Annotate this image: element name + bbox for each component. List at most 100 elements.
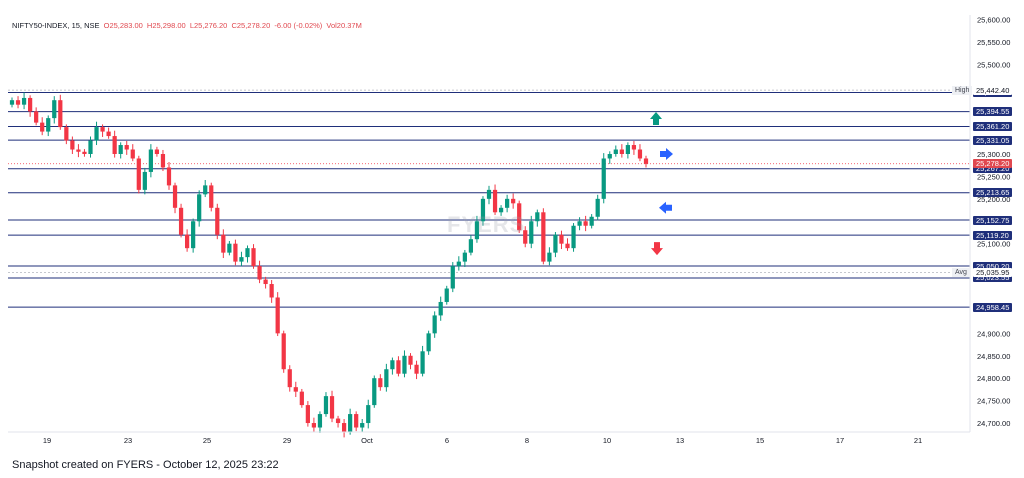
candle[interactable] (305, 401, 310, 427)
candle[interactable] (34, 107, 39, 126)
candle[interactable] (559, 230, 564, 250)
candle[interactable] (166, 162, 172, 190)
candle[interactable] (197, 190, 202, 227)
candle[interactable] (100, 124, 105, 137)
candle[interactable] (281, 330, 286, 373)
candle[interactable] (112, 130, 117, 158)
candle[interactable] (209, 182, 214, 212)
arrow-up-icon[interactable] (650, 112, 662, 126)
candle[interactable] (178, 203, 184, 238)
candle[interactable] (438, 296, 443, 321)
candle[interactable] (553, 232, 558, 258)
arrow-right-icon[interactable] (660, 148, 673, 160)
candle[interactable] (94, 121, 99, 146)
candle[interactable] (360, 418, 365, 432)
candle[interactable] (372, 375, 377, 408)
candle[interactable] (631, 140, 637, 155)
candle[interactable] (70, 136, 75, 154)
candle[interactable] (348, 408, 353, 435)
candle[interactable] (529, 215, 534, 249)
symbol-label[interactable]: NIFTY50-INDEX, 15, NSE (12, 21, 100, 30)
candle[interactable] (221, 229, 226, 259)
candle[interactable] (408, 353, 413, 370)
candle[interactable] (492, 184, 498, 215)
candle[interactable] (293, 381, 298, 398)
candle[interactable] (571, 223, 576, 252)
candle[interactable] (396, 356, 401, 377)
candle[interactable] (613, 145, 618, 157)
candle[interactable] (637, 144, 643, 162)
candle[interactable] (486, 185, 492, 205)
candle[interactable] (474, 215, 480, 243)
candle[interactable] (148, 144, 153, 178)
candle[interactable] (390, 357, 395, 375)
candle[interactable] (317, 411, 323, 433)
candle[interactable] (142, 167, 147, 195)
candle[interactable] (76, 144, 81, 158)
candle[interactable] (58, 94, 63, 130)
candle[interactable] (21, 92, 27, 110)
arrow-down-icon[interactable] (651, 242, 663, 256)
candle[interactable] (124, 140, 129, 155)
candle[interactable] (523, 226, 528, 248)
candle[interactable] (595, 194, 600, 221)
candle[interactable] (354, 411, 359, 432)
candle[interactable] (311, 417, 317, 432)
candle[interactable] (275, 292, 280, 337)
candle[interactable] (251, 244, 256, 269)
candle[interactable] (28, 95, 33, 117)
candle[interactable] (366, 399, 371, 429)
candle[interactable] (468, 235, 474, 256)
candle[interactable] (215, 203, 220, 240)
candle[interactable] (444, 285, 449, 305)
candle[interactable] (535, 209, 540, 227)
candle[interactable] (619, 144, 624, 158)
candle[interactable] (263, 276, 268, 289)
candle[interactable] (227, 240, 232, 256)
candle[interactable] (9, 97, 15, 108)
candle[interactable] (245, 245, 250, 263)
candle[interactable] (505, 194, 510, 213)
candle[interactable] (64, 124, 69, 145)
candle[interactable] (378, 374, 383, 391)
candle[interactable] (329, 390, 335, 423)
candle[interactable] (287, 365, 292, 392)
candle[interactable] (269, 279, 274, 303)
candle[interactable] (456, 256, 461, 271)
candle[interactable] (88, 136, 93, 158)
candle[interactable] (607, 151, 612, 164)
candle[interactable] (420, 345, 425, 377)
candle[interactable] (172, 182, 178, 214)
candle[interactable] (136, 155, 141, 194)
candle[interactable] (462, 249, 467, 267)
candle[interactable] (191, 218, 196, 253)
candle[interactable] (601, 153, 606, 204)
candle[interactable] (625, 142, 630, 159)
candle[interactable] (106, 127, 111, 139)
candle[interactable] (498, 205, 504, 216)
candle[interactable] (184, 229, 190, 252)
candle[interactable] (130, 144, 135, 162)
candle[interactable] (565, 238, 570, 251)
candle[interactable] (257, 260, 262, 284)
candle[interactable] (118, 142, 123, 159)
candle[interactable] (450, 262, 455, 293)
arrow-left-icon[interactable] (659, 201, 672, 214)
candle[interactable] (426, 330, 431, 355)
candle[interactable] (384, 363, 389, 392)
candle[interactable] (82, 149, 87, 157)
candle[interactable] (52, 96, 57, 124)
candle[interactable] (40, 117, 45, 136)
candle[interactable] (46, 115, 51, 137)
candle[interactable] (583, 215, 588, 232)
candle[interactable] (547, 247, 552, 266)
candle[interactable] (203, 180, 208, 198)
candle[interactable] (160, 149, 166, 172)
candle[interactable] (239, 251, 244, 267)
candle[interactable] (335, 415, 341, 428)
candle[interactable] (517, 200, 522, 233)
candle[interactable] (577, 217, 582, 231)
candle[interactable] (154, 146, 160, 157)
candle[interactable] (323, 392, 329, 417)
